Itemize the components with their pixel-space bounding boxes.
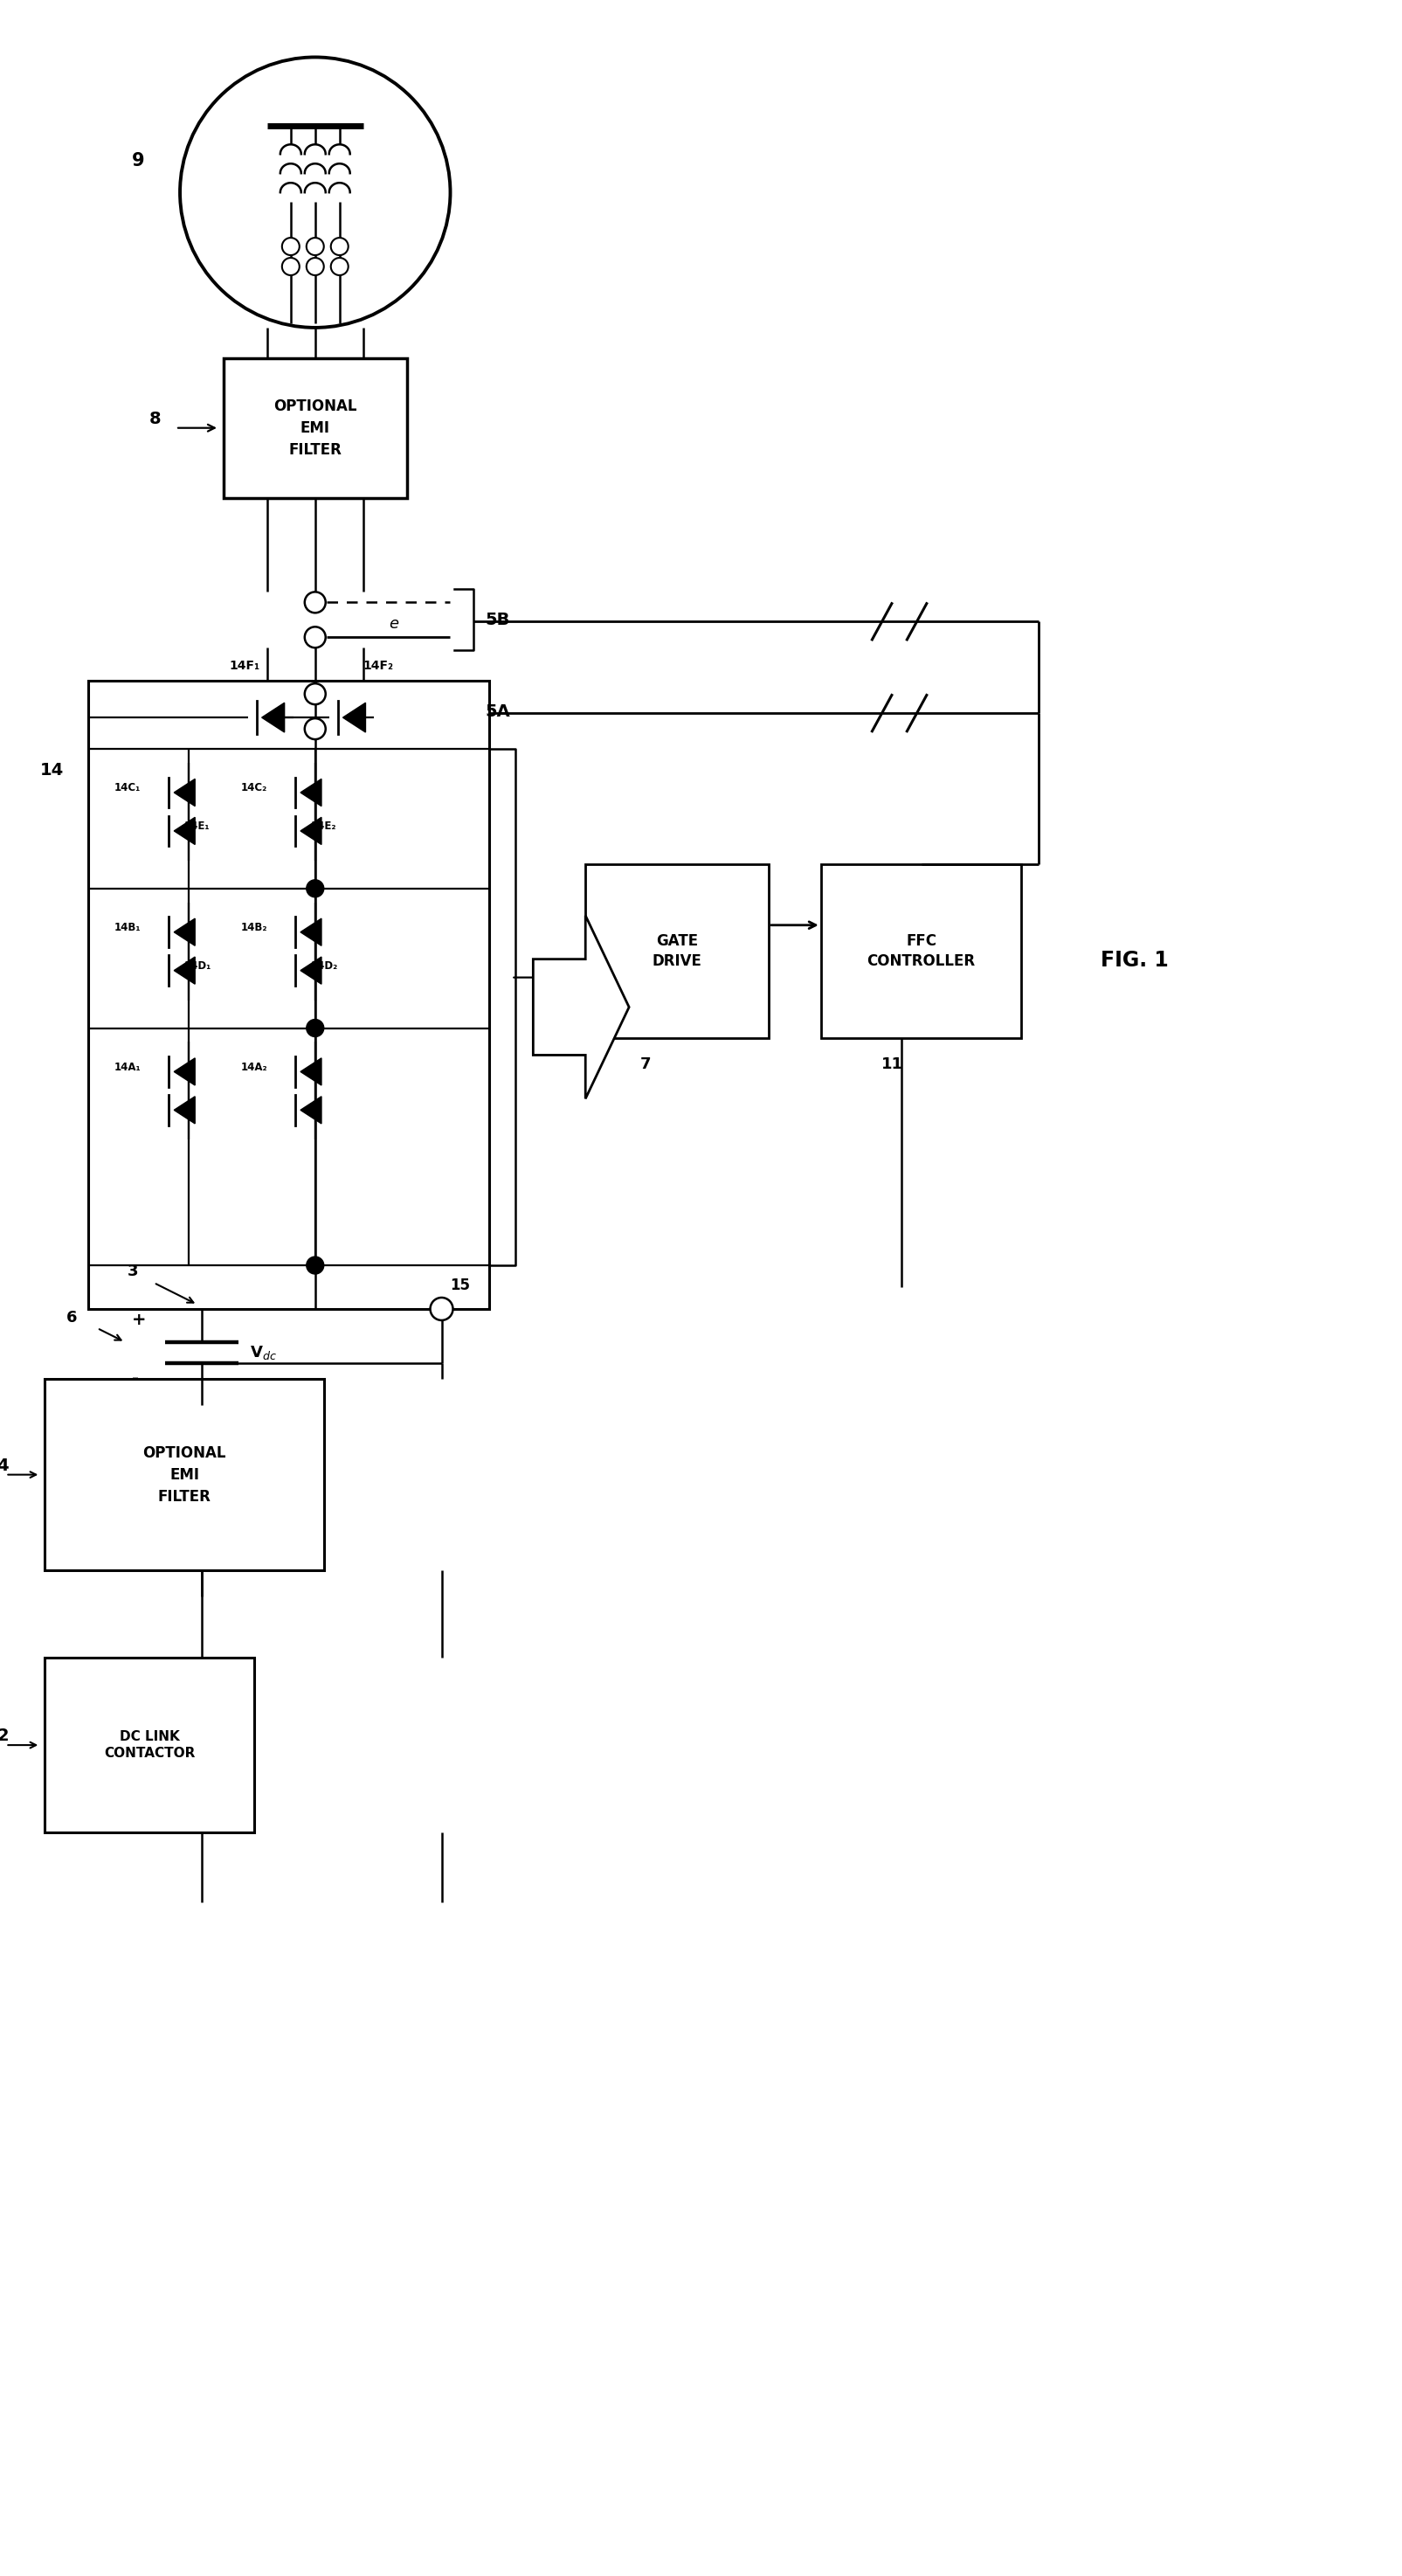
Polygon shape xyxy=(300,920,321,945)
Text: 14D₁: 14D₁ xyxy=(184,961,212,971)
Polygon shape xyxy=(300,1059,321,1084)
Text: 14F₂: 14F₂ xyxy=(363,659,394,672)
Text: 9: 9 xyxy=(132,152,144,170)
Text: 8: 8 xyxy=(150,410,161,428)
Text: 14D₂: 14D₂ xyxy=(311,961,338,971)
Text: 14B₂: 14B₂ xyxy=(241,922,268,933)
Text: 14A₂: 14A₂ xyxy=(241,1061,268,1074)
Polygon shape xyxy=(174,1097,195,1123)
Text: 5A: 5A xyxy=(485,703,510,719)
Polygon shape xyxy=(300,956,321,984)
Circle shape xyxy=(307,881,324,896)
Text: FFC
CONTROLLER: FFC CONTROLLER xyxy=(866,933,976,969)
Circle shape xyxy=(304,683,325,703)
Polygon shape xyxy=(533,914,629,1100)
Text: 7: 7 xyxy=(641,1056,652,1072)
Circle shape xyxy=(307,1020,324,1036)
Text: 11: 11 xyxy=(880,1056,903,1072)
Bar xyxy=(822,863,1022,1038)
Text: +: + xyxy=(132,1311,146,1329)
Circle shape xyxy=(304,592,325,613)
Polygon shape xyxy=(174,956,195,984)
Text: V$_{dc}$: V$_{dc}$ xyxy=(250,1345,276,1360)
Text: FIG. 1: FIG. 1 xyxy=(1101,951,1169,971)
Polygon shape xyxy=(343,703,366,732)
Bar xyxy=(88,680,489,1309)
Text: OPTIONAL
EMI
FILTER: OPTIONAL EMI FILTER xyxy=(143,1445,226,1504)
Polygon shape xyxy=(174,1059,195,1084)
Circle shape xyxy=(282,258,300,276)
Text: 14C₂: 14C₂ xyxy=(241,783,268,793)
Text: 3: 3 xyxy=(128,1265,139,1280)
Circle shape xyxy=(282,237,300,255)
Text: 14A₁: 14A₁ xyxy=(115,1061,142,1074)
Text: 14C₁: 14C₁ xyxy=(115,783,142,793)
Bar xyxy=(45,1378,324,1571)
Text: 14F₁: 14F₁ xyxy=(230,659,261,672)
Text: DC LINK
CONTACTOR: DC LINK CONTACTOR xyxy=(104,1731,195,1759)
Text: 2: 2 xyxy=(0,1728,8,1744)
Circle shape xyxy=(331,258,348,276)
Text: 4: 4 xyxy=(0,1458,8,1473)
Polygon shape xyxy=(300,778,321,806)
Circle shape xyxy=(307,1257,324,1275)
Polygon shape xyxy=(262,703,285,732)
Bar xyxy=(586,863,768,1038)
Text: 5B: 5B xyxy=(485,611,510,629)
Polygon shape xyxy=(174,778,195,806)
Text: 15: 15 xyxy=(450,1278,471,1293)
Circle shape xyxy=(430,1298,453,1321)
Text: 14B₁: 14B₁ xyxy=(115,922,142,933)
Circle shape xyxy=(331,237,348,255)
Polygon shape xyxy=(174,817,195,845)
Circle shape xyxy=(307,237,324,255)
Bar xyxy=(45,1659,254,1832)
Polygon shape xyxy=(300,817,321,845)
Text: 14E₂: 14E₂ xyxy=(311,822,336,832)
Text: 6: 6 xyxy=(67,1309,77,1327)
Circle shape xyxy=(304,626,325,647)
Text: 14: 14 xyxy=(41,762,64,778)
Text: -: - xyxy=(132,1370,139,1386)
Polygon shape xyxy=(300,1097,321,1123)
Text: GATE
DRIVE: GATE DRIVE xyxy=(652,933,702,969)
Text: OPTIONAL
EMI
FILTER: OPTIONAL EMI FILTER xyxy=(273,399,358,459)
Text: e: e xyxy=(390,616,400,631)
Bar xyxy=(223,358,407,497)
Polygon shape xyxy=(174,920,195,945)
Text: 14E₁: 14E₁ xyxy=(184,822,210,832)
Circle shape xyxy=(307,258,324,276)
Circle shape xyxy=(304,719,325,739)
